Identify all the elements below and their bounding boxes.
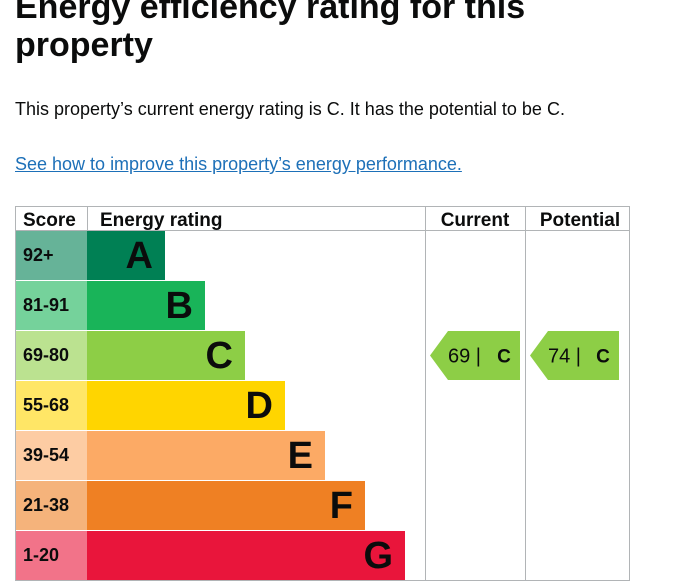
potential-rating-arrow: 74 | C <box>530 331 619 380</box>
score-cell <box>16 381 87 430</box>
potential-rating-arrow-value: 74 | <box>548 346 581 368</box>
rating-bar <box>87 481 365 530</box>
improve-energy-link[interactable]: See how to improve this property’s energ… <box>15 154 462 174</box>
score-label: 1-20 <box>23 545 59 565</box>
score-cell <box>16 331 87 380</box>
rating-letter: G <box>363 535 393 577</box>
rating-bar <box>87 331 245 380</box>
rating-band-b: 81-91 B <box>16 281 205 330</box>
potential-rating-arrow-shape <box>530 331 619 380</box>
rating-band-e: 39-54 E <box>16 431 325 480</box>
rating-bar <box>87 231 165 280</box>
score-label: 55-68 <box>23 395 69 415</box>
rating-bar <box>87 381 285 430</box>
rating-band-f: 21-38 F <box>16 481 365 530</box>
score-cell <box>16 281 87 330</box>
rating-letter: E <box>288 435 313 477</box>
rating-band-a: 92+ A <box>16 231 165 280</box>
energy-rating-chart: Score Energy rating Current Potential 92… <box>15 206 630 581</box>
score-label: 81-91 <box>23 295 69 315</box>
rating-letter: F <box>330 485 353 527</box>
rating-letter: D <box>246 385 273 427</box>
score-label: 21-38 <box>23 495 69 515</box>
current-rating-arrow: 69 | C <box>430 331 520 380</box>
rating-letter: C <box>206 335 233 377</box>
rating-summary: This property’s current energy rating is… <box>15 99 565 119</box>
score-cell <box>16 231 87 280</box>
score-label: 69-80 <box>23 345 69 365</box>
score-cell <box>16 531 87 580</box>
header-current: Current <box>441 210 510 231</box>
rating-band-g: 1-20 G <box>16 531 405 580</box>
rating-arrows: 69 | C 74 | C <box>430 331 619 380</box>
score-label: 92+ <box>23 245 54 265</box>
header-energy-rating: Energy rating <box>100 210 222 231</box>
chart-frame <box>15 206 630 581</box>
current-rating-arrow-value: 69 | <box>448 346 481 368</box>
score-cell <box>16 431 87 480</box>
score-cell <box>16 481 87 530</box>
score-label: 39-54 <box>23 445 69 465</box>
potential-rating-arrow-letter: C <box>596 347 610 368</box>
rating-bar <box>87 531 405 580</box>
rating-letter: A <box>126 235 153 277</box>
chart-border <box>15 206 630 581</box>
rating-band-c: 69-80 C <box>16 331 245 380</box>
rating-letter: B <box>166 285 193 327</box>
header-score: Score <box>23 210 76 231</box>
current-rating-arrow-letter: C <box>497 347 511 368</box>
rating-bar <box>87 431 325 480</box>
current-rating-arrow-shape <box>430 331 520 380</box>
rating-bands: 92+ A 81-91 B 69-80 C 55-68 D 39-54 E 21-38 F 1-20 G <box>16 231 405 580</box>
rating-bar <box>87 281 205 330</box>
rating-band-d: 55-68 D <box>16 381 285 430</box>
page-title: Energy efficiency rating for this proper… <box>15 0 526 64</box>
header-potential: Potential <box>540 210 620 231</box>
